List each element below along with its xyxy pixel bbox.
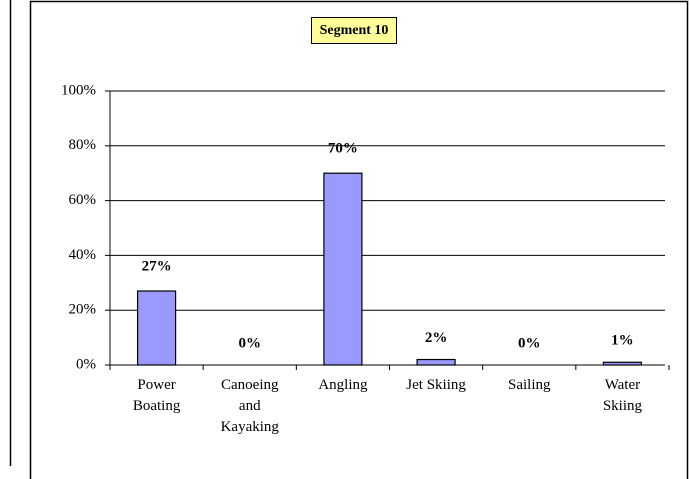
data-label: 70% (328, 141, 358, 157)
y-tick-label: 40% (69, 247, 97, 263)
x-tick-label: Jet Skiing (406, 377, 466, 393)
bar (323, 172, 363, 366)
data-label: 0% (518, 335, 541, 351)
x-tick-label: Angling (318, 377, 368, 393)
y-tick-label: 20% (69, 302, 97, 318)
y-tick-label: 0% (76, 356, 96, 372)
data-label: 0% (239, 335, 262, 351)
bar (136, 290, 177, 366)
data-label: 1% (611, 333, 634, 349)
x-tick-label: Canoeing and Kayaking (220, 377, 279, 435)
chart-frame (29, 0, 689, 479)
y-tick-label: 60% (69, 192, 97, 208)
chart-title: Segment 10 (311, 17, 397, 44)
bar (416, 358, 456, 366)
y-tick-label: 80% (69, 137, 97, 153)
data-label: 2% (425, 330, 448, 346)
data-label: 27% (142, 258, 172, 274)
x-tick-label: Power Boating (132, 377, 181, 414)
x-tick-label: Water Skiing (602, 377, 642, 414)
y-tick-label: 100% (61, 82, 96, 98)
x-tick-label: Sailing (507, 377, 551, 393)
